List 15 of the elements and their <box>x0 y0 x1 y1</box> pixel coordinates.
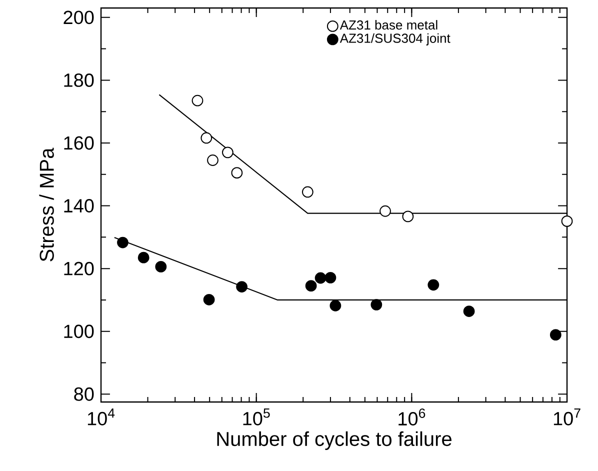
x-tick-label: 10$^{6}$ <box>398 408 426 426</box>
x-tick-label: 10$^{7}$ <box>554 408 580 426</box>
y-axis-title: Stress / MPa <box>39 148 54 262</box>
x-axis-title: Number of cycles to failure <box>217 431 452 450</box>
y-tick-label: 140 <box>64 199 94 213</box>
y-tick-label: 180 <box>64 73 94 87</box>
y-tick-label: 200 <box>64 10 94 24</box>
y-tick-label: 120 <box>64 262 94 276</box>
x-tick-label: 10$^{5}$ <box>243 408 270 426</box>
y-tick-label: 100 <box>64 324 94 338</box>
legend-label: AZ31 base metal <box>340 20 438 30</box>
y-tick-label: 80 <box>74 387 94 401</box>
legend-label: AZ31/SUS304 joint <box>340 33 450 46</box>
y-tick-label: 160 <box>64 136 94 150</box>
x-tick-label: 10$^{4}$ <box>88 408 115 426</box>
